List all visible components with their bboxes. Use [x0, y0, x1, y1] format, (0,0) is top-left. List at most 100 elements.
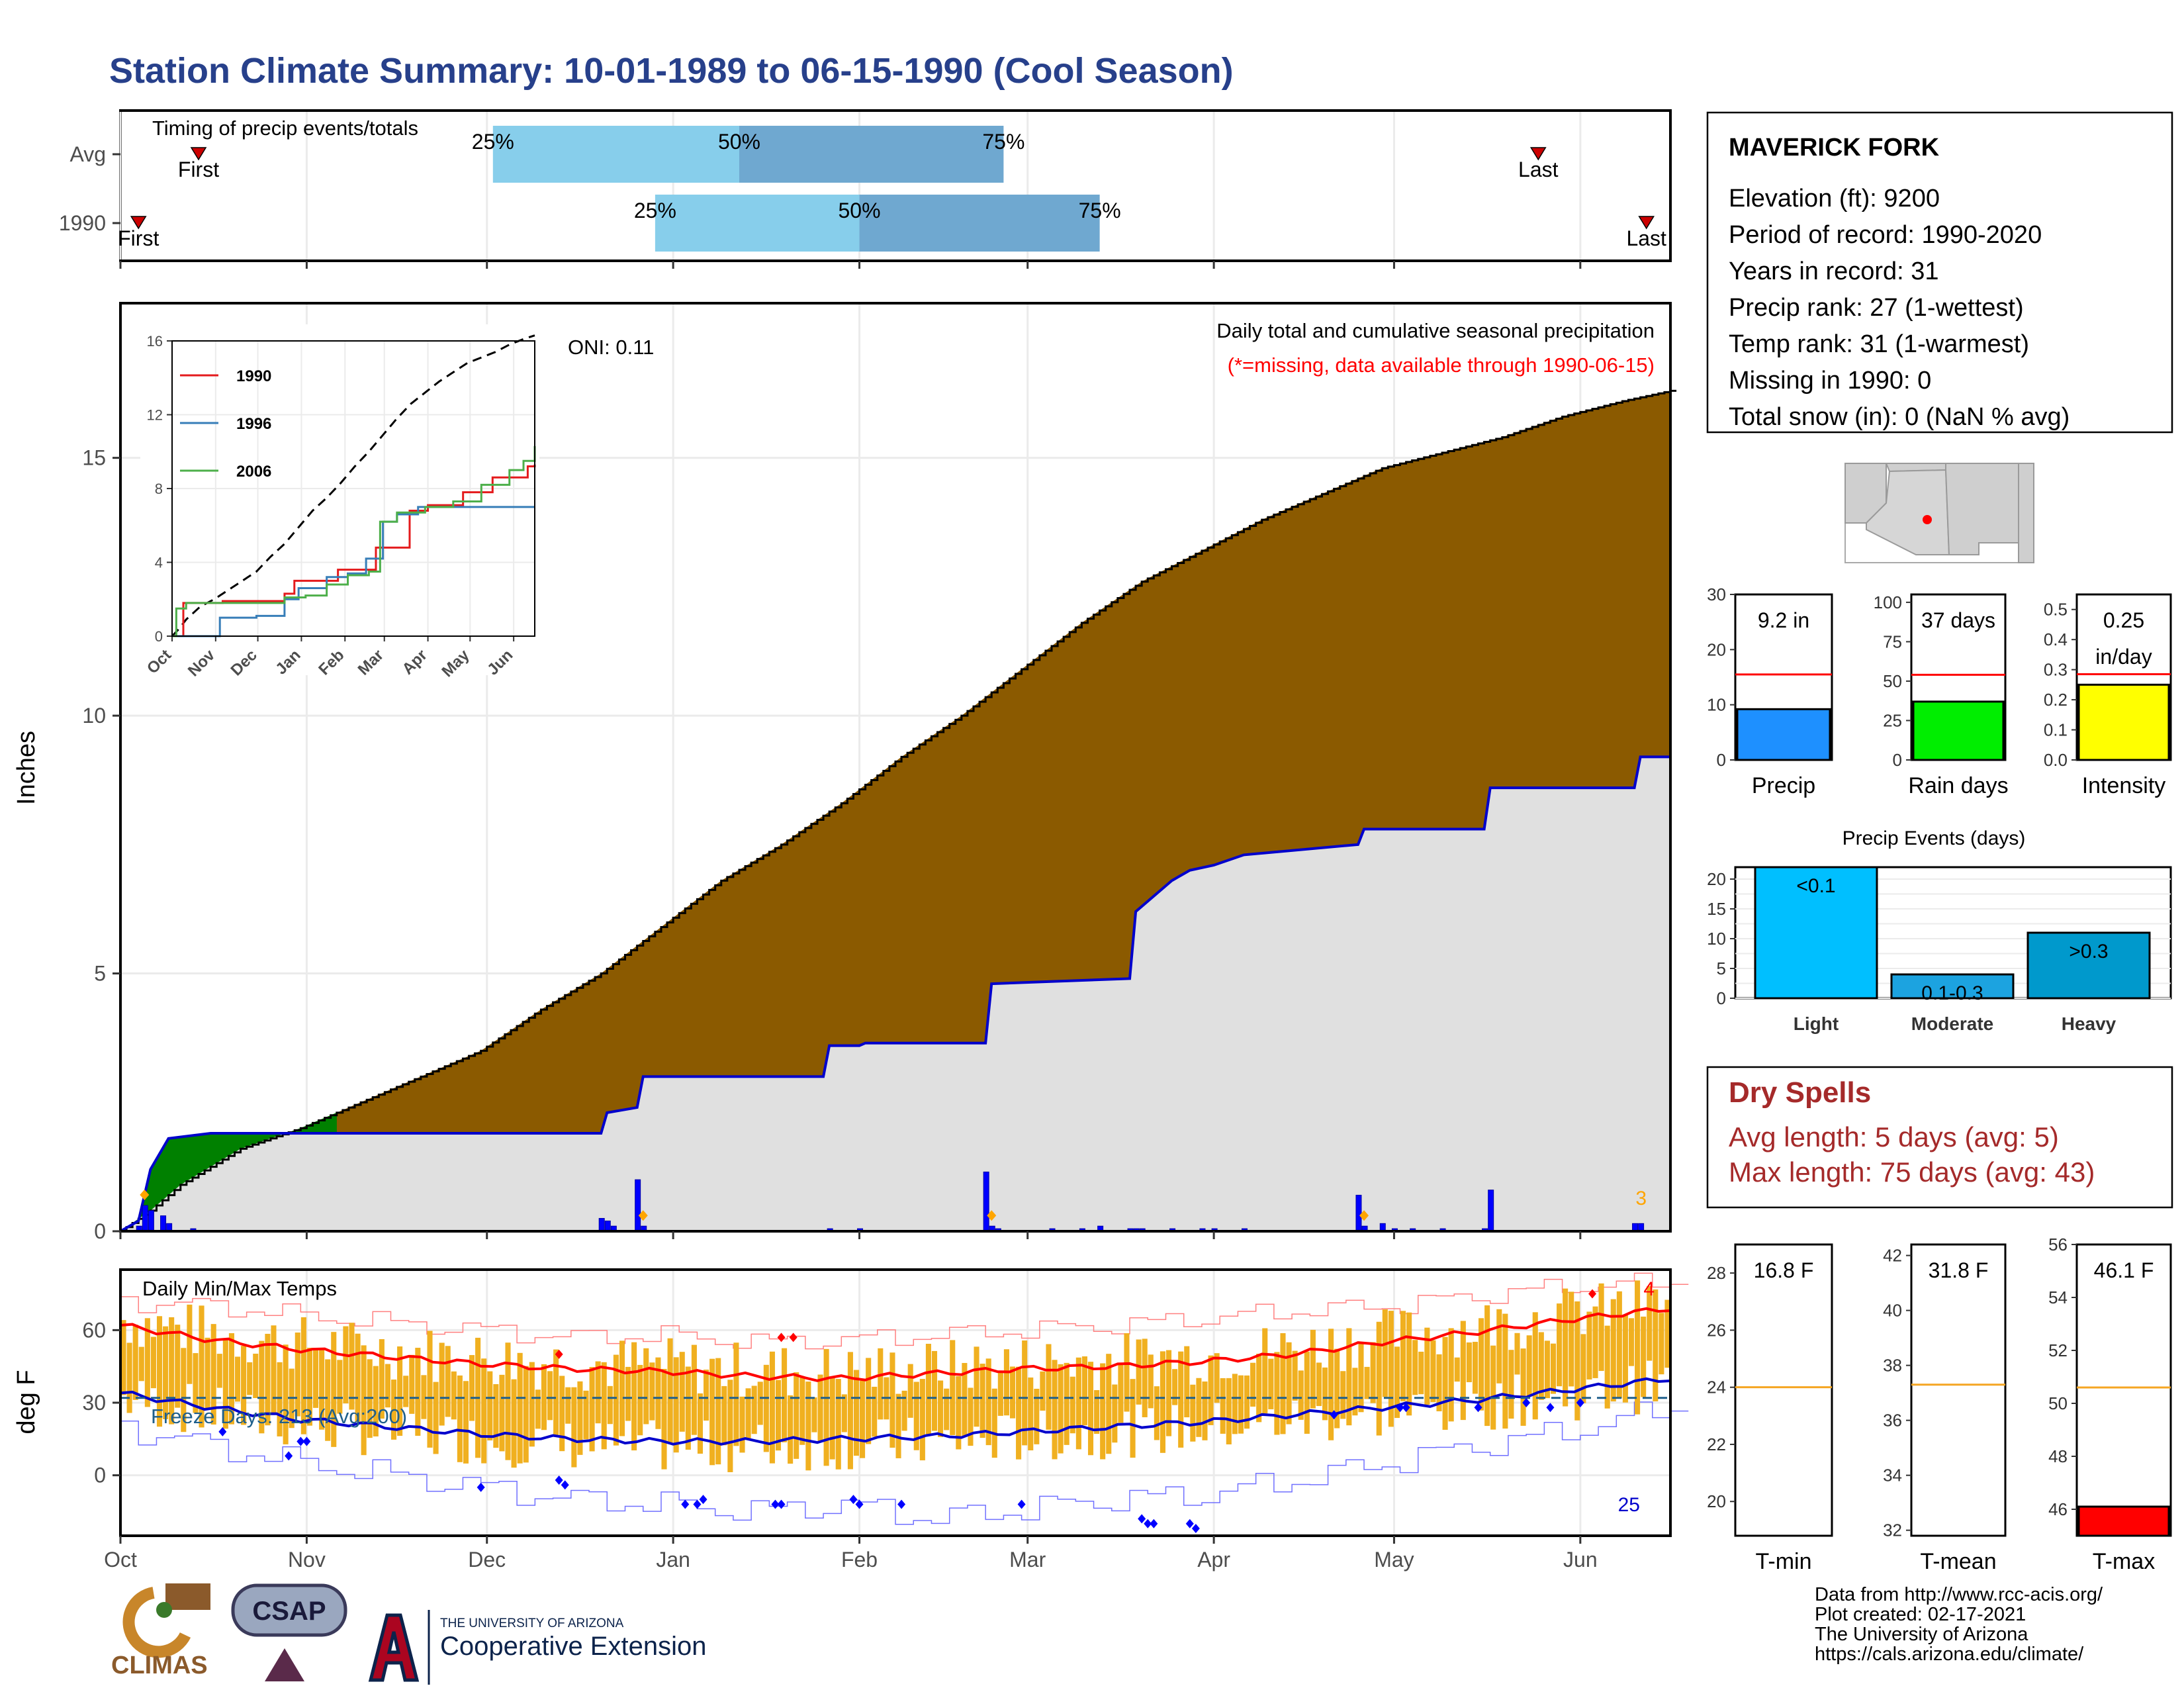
daily-temp-bar [1586, 1311, 1592, 1380]
credit-data-source: Data from http://www.rcc-acis.org/ [1815, 1584, 2103, 1605]
daily-temp-bar [469, 1355, 475, 1421]
daily-temp-bar [523, 1366, 529, 1463]
daily-temp-bar [427, 1331, 433, 1448]
mini-bar-intensity-tick-label-0.3: 0.3 [2044, 660, 2068, 680]
temp-bar-t-max-frame [2075, 1243, 2172, 1537]
daily-temp-bar [1424, 1327, 1430, 1405]
station-info: MAVERICK FORK Elevation (ft): 9200 Perio… [1706, 111, 2173, 434]
daily-temp-bar [1664, 1299, 1670, 1368]
record-high-marker [789, 1333, 797, 1342]
daily-temp-bar [1268, 1358, 1274, 1409]
map-state-new-mexico [1945, 463, 2019, 555]
daily-temp-bar [1635, 1280, 1641, 1415]
credit-institution: The University of Arizona [1815, 1624, 2028, 1645]
daily-precip-bar [635, 1179, 641, 1232]
xtick-label-May: May [1374, 1548, 1414, 1571]
record-low-marker [555, 1475, 563, 1485]
daily-temp-bar [1274, 1352, 1280, 1435]
inset-ytick-label-12: 12 [147, 407, 163, 424]
daily-temp-bar [1382, 1309, 1388, 1397]
daily-temp-bar [295, 1332, 300, 1417]
daily-temp-bar [390, 1380, 397, 1440]
daily-temp-bar [841, 1394, 847, 1432]
daily-temp-bar [499, 1374, 505, 1452]
precip-events-tick-label-10: 10 [1707, 929, 1726, 949]
daily-temp-bar [1508, 1350, 1514, 1419]
xtick-label-Oct: Oct [104, 1548, 137, 1571]
daily-temp-bar [794, 1372, 799, 1459]
avg-max-line [120, 1307, 1671, 1382]
credit-plot-created: Plot created: 02-17-2021 [1815, 1604, 2026, 1625]
temp-bar-t-max-tick-label-48: 48 [2048, 1446, 2068, 1466]
inset-legend-label-2006: 2006 [236, 463, 271, 481]
daily-temp-bar [481, 1358, 487, 1464]
daily-temp-bar [799, 1377, 805, 1445]
precip-ytick-label-5: 5 [94, 962, 106, 986]
timing-avg-last-marker [1529, 147, 1547, 161]
daily-temp-bar [847, 1352, 853, 1470]
daily-temp-bar [1220, 1378, 1226, 1434]
daily-temp-bar [1479, 1318, 1484, 1411]
precip-events-light-category-label: Light [1794, 1013, 1839, 1034]
temp-bar-t-max-value-bar [2077, 1505, 2170, 1537]
station-period: Period of record: 1990-2020 [1729, 221, 2042, 249]
daily-temp-bar [385, 1364, 390, 1408]
oni-value: ONI: 0.11 [568, 336, 654, 359]
daily-temp-bar [1502, 1313, 1508, 1429]
daily-temp-bar [782, 1348, 788, 1442]
temp-count-top: 4 [1643, 1278, 1655, 1300]
daily-temp-bar [788, 1395, 794, 1464]
daily-temp-bar [1190, 1384, 1196, 1442]
extreme-precip-marker [987, 1210, 997, 1221]
mini-bar-intensity-value-bar [2077, 683, 2170, 761]
inset-ytick-label-0: 0 [155, 628, 163, 645]
daily-temp-bar [175, 1325, 181, 1408]
precip-events-light-bar-label: <0.1 [1796, 875, 1835, 897]
precip-events-heavy-category-label: Heavy [2062, 1013, 2116, 1034]
daily-temp-bar [769, 1351, 775, 1464]
dry-spells-max: Max length: 75 days (avg: 43) [1729, 1156, 2095, 1188]
temp-bar-t-min-label: T-min [1756, 1549, 1812, 1574]
xtick-label-Jan: Jan [656, 1548, 690, 1571]
daily-temp-bar [1322, 1367, 1328, 1421]
inset-ytick-label-8: 8 [155, 481, 163, 497]
temp-bar-t-mean-tick-label-40: 40 [1883, 1301, 1902, 1321]
timing-avg-row-label: Avg [69, 142, 106, 166]
xtick-label-Jun: Jun [1563, 1548, 1598, 1571]
extreme-precip-marker [1359, 1210, 1369, 1221]
daily-temp-bar [595, 1361, 601, 1424]
precip-events-moderate-bar [1890, 973, 2015, 1000]
record-min-line [120, 1401, 1689, 1525]
daily-temp-bar [1454, 1357, 1460, 1382]
daily-temp-bar [493, 1383, 499, 1448]
daily-temp-bar [265, 1333, 271, 1426]
temp-bar-t-mean-tick-label-36: 36 [1883, 1411, 1902, 1430]
daily-temp-bar [673, 1357, 679, 1453]
cumulative-1990-area [120, 757, 1670, 1231]
page-title: Station Climate Summary: 10-01-1989 to 0… [109, 51, 1234, 91]
mini-bar-intensity-label: Intensity [2082, 773, 2166, 798]
ua-line-1: THE UNIVERSITY OF ARIZONA [440, 1617, 624, 1630]
daily-temp-bar [1196, 1378, 1202, 1437]
station-info-frame [1706, 111, 2173, 434]
daily-temp-bar [1160, 1351, 1165, 1453]
daily-temp-bar [661, 1368, 667, 1470]
daily-temp-bar [1184, 1346, 1190, 1418]
daily-temp-bar [685, 1366, 691, 1450]
record-low-marker [771, 1499, 780, 1509]
daily-temp-bar [649, 1362, 655, 1421]
daily-temp-bar [1028, 1377, 1034, 1451]
timing-avg-q25-label: 25% [472, 130, 514, 154]
daily-temp-bar [1616, 1291, 1622, 1399]
timing-layer: 25% 50% 75% First Last Avg 25% 50% 75% First Last 1… [59, 112, 1666, 269]
daily-temp-bar [727, 1380, 733, 1472]
daily-temp-bar [697, 1393, 704, 1454]
daily-temp-bar [1647, 1286, 1653, 1361]
daily-temp-bar [306, 1347, 312, 1426]
record-low-marker [1185, 1519, 1194, 1528]
daily-temp-bar [872, 1386, 878, 1437]
daily-temp-bar [1412, 1340, 1418, 1395]
precip-ytick-label-10: 10 [82, 704, 106, 727]
temp-bar-t-min-tick-label-26: 26 [1707, 1320, 1726, 1340]
daily-temp-bar [1316, 1362, 1322, 1407]
